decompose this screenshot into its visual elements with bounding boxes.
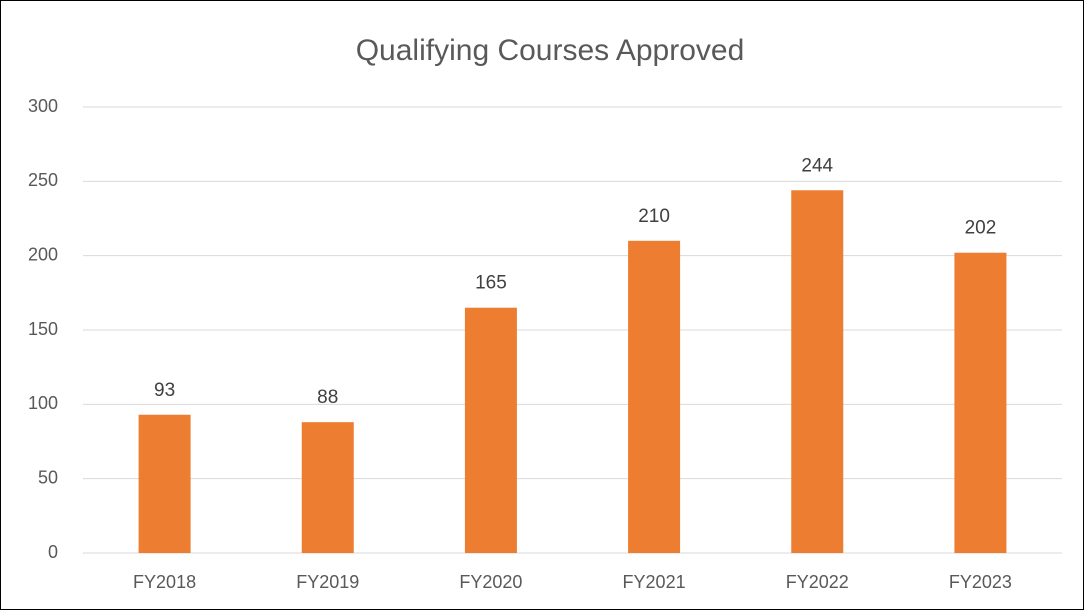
x-tick-label: FY2021 bbox=[623, 572, 686, 592]
bar bbox=[628, 240, 681, 554]
x-tick-label: FY2018 bbox=[133, 572, 196, 592]
data-label: 244 bbox=[801, 155, 833, 176]
x-tick-label: FY2019 bbox=[296, 572, 359, 592]
bar bbox=[464, 307, 517, 553]
data-label: 88 bbox=[317, 387, 338, 408]
y-tick-label: 250 bbox=[28, 170, 58, 190]
y-tick-label: 200 bbox=[28, 244, 58, 264]
chart-title: Qualifying Courses Approved bbox=[356, 34, 745, 67]
y-tick-label: 0 bbox=[48, 542, 58, 562]
y-tick-label: 50 bbox=[38, 467, 58, 487]
bar bbox=[791, 190, 844, 553]
data-label: 210 bbox=[638, 206, 670, 227]
y-tick-label: 150 bbox=[28, 319, 58, 339]
data-label: 93 bbox=[154, 380, 175, 401]
bar bbox=[138, 414, 191, 553]
data-label: 202 bbox=[965, 218, 997, 239]
y-tick-label: 100 bbox=[28, 393, 58, 413]
data-label: 165 bbox=[475, 273, 507, 294]
x-tick-label: FY2023 bbox=[949, 572, 1012, 592]
bar bbox=[954, 252, 1007, 553]
x-tick-label: FY2020 bbox=[459, 572, 522, 592]
bar bbox=[301, 422, 354, 553]
x-tick-label: FY2022 bbox=[786, 572, 849, 592]
y-tick-label: 300 bbox=[28, 96, 58, 116]
